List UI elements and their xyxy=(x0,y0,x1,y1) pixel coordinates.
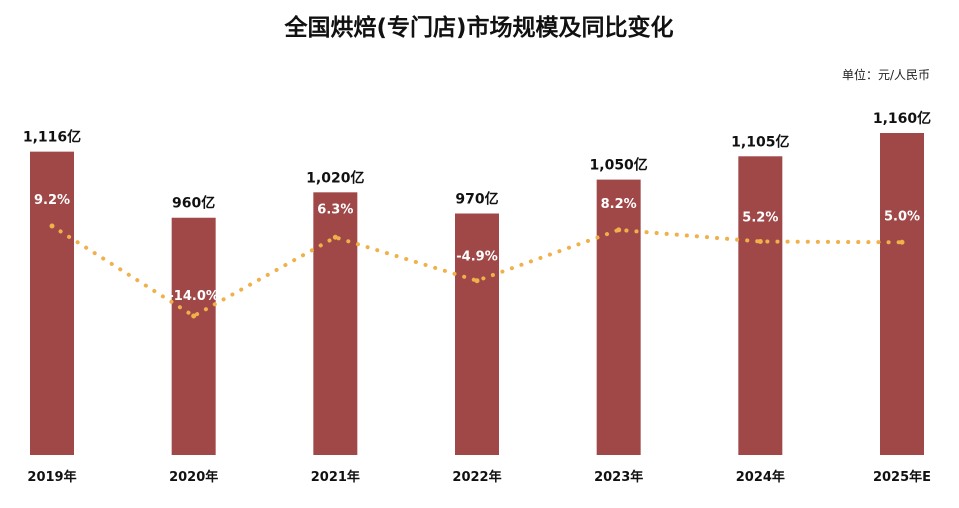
labels-layer: 1,116亿 2019年 960亿 2020年 1,020亿 2021年 970亿 2022年… xyxy=(23,110,931,485)
growth-label-3: -4.9% xyxy=(456,250,497,265)
growth-label-1: -14.0% xyxy=(168,289,219,304)
growth-point-2 xyxy=(332,234,338,240)
bar-value-label-5: 1,105亿 xyxy=(731,133,789,150)
chart-title: 全国烘焙(专门店)市场规模及同比变化 xyxy=(283,14,673,41)
bar-value-label-2: 1,020亿 xyxy=(306,169,364,186)
bar-4 xyxy=(596,179,641,455)
growth-point-3 xyxy=(474,278,480,284)
bar-0 xyxy=(30,151,74,456)
growth-label-6: 5.0% xyxy=(884,209,920,224)
bar-value-label-3: 970亿 xyxy=(455,191,498,208)
growth-point-0 xyxy=(49,223,55,229)
growth-label-0: 9.2% xyxy=(34,193,70,208)
growth-label-4: 8.2% xyxy=(601,197,637,212)
bar-2 xyxy=(313,192,358,455)
growth-label-2: 6.3% xyxy=(317,202,353,217)
growth-label-5: 5.2% xyxy=(742,211,778,226)
category-label-2: 2021年 xyxy=(311,469,360,485)
bar-6 xyxy=(880,133,924,455)
bar-value-label-6: 1,160亿 xyxy=(873,110,931,127)
category-label-1: 2020年 xyxy=(169,469,218,485)
unit-label: 单位：元/人民币 xyxy=(842,67,930,82)
category-label-0: 2019年 xyxy=(27,469,76,485)
growth-point-5 xyxy=(757,239,763,245)
bars-layer xyxy=(30,133,924,456)
bar-5 xyxy=(738,156,783,456)
bar-1 xyxy=(171,217,216,455)
bar-value-label-4: 1,050亿 xyxy=(590,157,648,174)
category-label-5: 2024年 xyxy=(736,469,785,485)
bar-value-label-0: 1,116亿 xyxy=(23,129,81,146)
category-label-3: 2022年 xyxy=(452,469,501,485)
category-label-4: 2023年 xyxy=(594,469,643,485)
bar-value-label-1: 960亿 xyxy=(172,195,215,212)
category-label-6: 2025年E xyxy=(873,469,931,485)
growth-point-6 xyxy=(899,239,905,245)
growth-point-4 xyxy=(616,227,622,233)
growth-point-1 xyxy=(191,313,197,319)
bar-3 xyxy=(455,213,499,455)
growth-line-layer xyxy=(49,223,905,319)
